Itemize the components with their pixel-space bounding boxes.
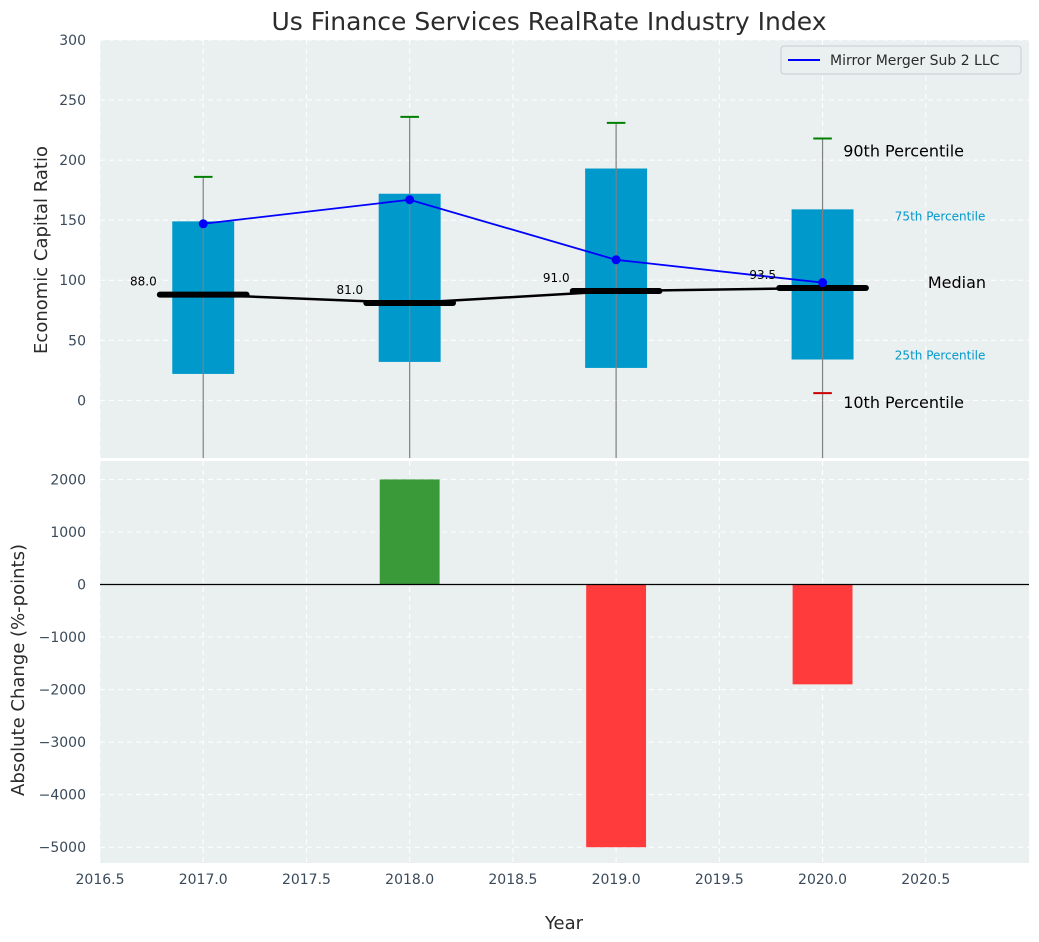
x-tick-label: 2017.5 bbox=[282, 872, 331, 888]
change-bar bbox=[586, 584, 647, 848]
legend-label: Mirror Merger Sub 2 LLC bbox=[830, 53, 1000, 69]
x-tick-label: 2020.0 bbox=[798, 872, 847, 888]
bottom-y-tick-label: −5000 bbox=[39, 840, 86, 856]
top-y-tick-label: 100 bbox=[59, 273, 86, 289]
top-plot-area bbox=[100, 40, 1029, 458]
bottom-y-tick-label: 2000 bbox=[50, 472, 86, 488]
median-value-label: 91.0 bbox=[543, 271, 570, 285]
median-annotation: Median bbox=[928, 273, 986, 292]
top-y-tick-label: 50 bbox=[68, 333, 86, 349]
change-bar bbox=[792, 584, 853, 685]
p10-annotation: 10th Percentile bbox=[843, 393, 964, 412]
top-y-tick-label: 200 bbox=[59, 153, 86, 169]
bottom-y-tick-label: −1000 bbox=[39, 630, 86, 646]
x-tick-label: 2019.5 bbox=[695, 872, 744, 888]
legend-box bbox=[780, 45, 1022, 75]
x-ticks: 2016.5 2017.0 2017.5 2018.0 2018.5 2019.0 2019… bbox=[76, 872, 951, 888]
x-tick-label: 2020.5 bbox=[901, 872, 950, 888]
top-y-tick-label: 150 bbox=[59, 213, 86, 229]
p25-annotation: 25th Percentile bbox=[895, 349, 986, 363]
top-y-ticks: 0 50 100 150 200 250 300 bbox=[59, 33, 86, 409]
x-tick-label: 2018.0 bbox=[385, 872, 434, 888]
bottom-bars bbox=[379, 479, 853, 848]
p75-annotation: 75th Percentile bbox=[895, 209, 986, 223]
bottom-y-ticks: 2000 1000 0 −1000 −2000 −3000 −4000 −5000 bbox=[39, 472, 86, 856]
top-y-tick-label: 0 bbox=[77, 393, 86, 409]
company-point bbox=[405, 195, 415, 205]
bottom-y-tick-label: 1000 bbox=[50, 525, 86, 541]
median-value-label: 81.0 bbox=[336, 283, 363, 297]
x-tick-label: 2018.5 bbox=[488, 872, 537, 888]
bottom-y-tick-label: −2000 bbox=[39, 683, 86, 699]
chart-title: Us Finance Services RealRate Industry In… bbox=[272, 7, 827, 36]
top-lines bbox=[198, 195, 828, 305]
x-tick-label: 2016.5 bbox=[76, 872, 125, 888]
company-line bbox=[203, 198, 823, 284]
median-line bbox=[203, 286, 823, 305]
bottom-y-tick-label: −3000 bbox=[39, 735, 86, 751]
bottom-plot-area bbox=[100, 461, 1029, 863]
bottom-y-tick-label: −4000 bbox=[39, 788, 86, 804]
top-y-axis-label: Economic Capital Ratio bbox=[31, 146, 52, 354]
p90-annotation: 90th Percentile bbox=[843, 141, 964, 160]
company-point bbox=[818, 278, 828, 288]
company-point bbox=[198, 219, 208, 229]
median-value-label: 93.5 bbox=[749, 268, 776, 282]
top-labels: 88.0 81.0 91.0 93.5 90th Percentile 75th Perc… bbox=[130, 141, 986, 412]
bottom-y-axis-label: Absolute Change (%-points) bbox=[8, 544, 29, 796]
top-y-tick-label: 250 bbox=[59, 93, 86, 109]
x-axis-label: Year bbox=[544, 913, 584, 934]
change-bar bbox=[379, 479, 440, 585]
bottom-y-tick-label: 0 bbox=[77, 577, 86, 593]
x-tick-label: 2019.0 bbox=[592, 872, 641, 888]
median-value-label: 88.0 bbox=[130, 275, 157, 289]
x-tick-label: 2017.0 bbox=[179, 872, 228, 888]
company-point bbox=[611, 255, 621, 265]
legend: Mirror Merger Sub 2 LLC bbox=[780, 45, 1022, 75]
top-y-tick-label: 300 bbox=[59, 33, 86, 49]
